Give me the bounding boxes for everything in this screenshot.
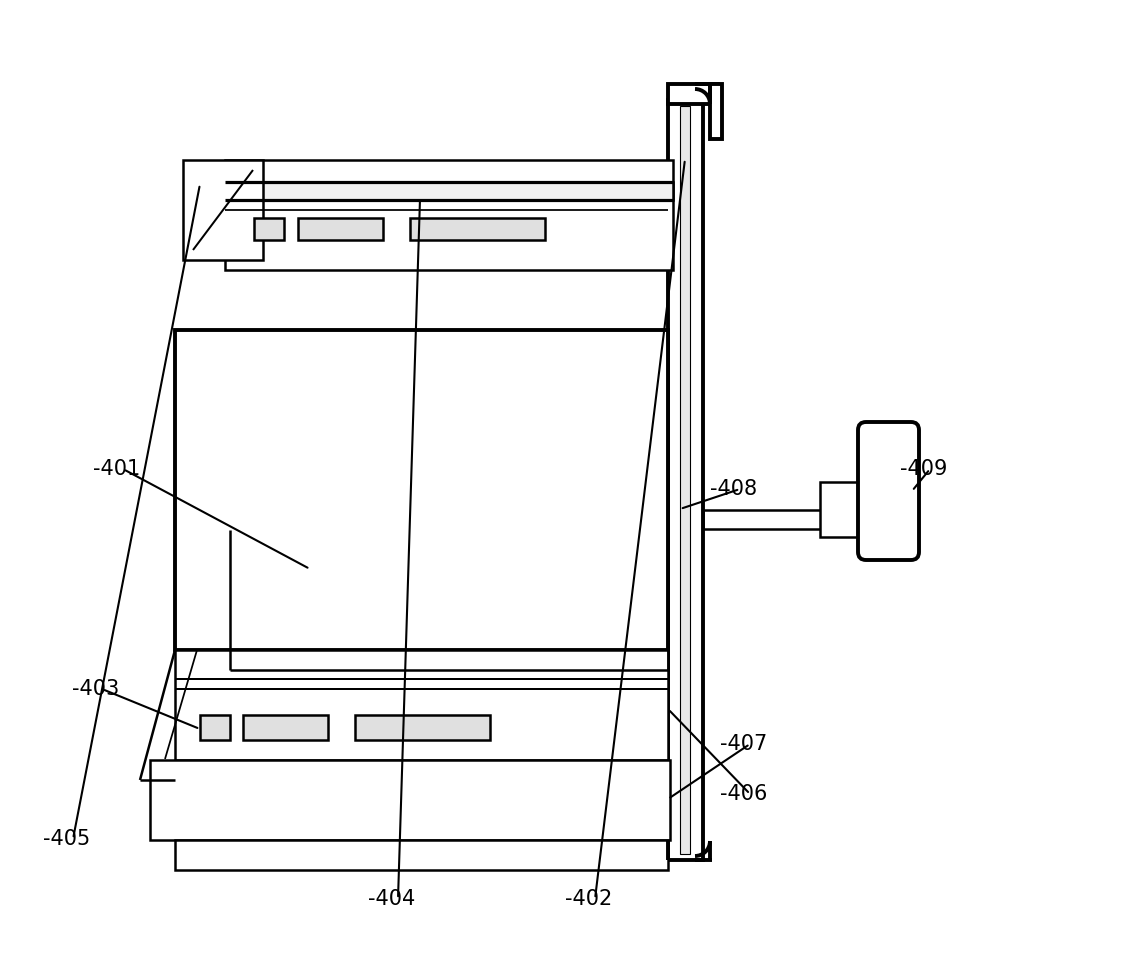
- Bar: [410, 218, 545, 240]
- Text: -409: -409: [900, 459, 947, 479]
- Text: -401: -401: [93, 459, 141, 479]
- FancyBboxPatch shape: [858, 422, 919, 560]
- Text: -405: -405: [43, 829, 90, 849]
- Bar: [297, 218, 383, 240]
- Bar: [355, 715, 490, 740]
- Text: -404: -404: [368, 889, 415, 909]
- Bar: [175, 330, 668, 650]
- Text: -403: -403: [72, 679, 119, 699]
- Text: -407: -407: [720, 734, 768, 754]
- Bar: [254, 218, 284, 240]
- Text: -402: -402: [565, 889, 612, 909]
- Bar: [680, 106, 690, 854]
- Bar: [175, 650, 668, 760]
- Bar: [230, 530, 668, 670]
- Bar: [200, 715, 230, 740]
- Bar: [243, 715, 328, 740]
- Text: -408: -408: [710, 479, 757, 499]
- Bar: [225, 182, 673, 200]
- Bar: [668, 84, 718, 104]
- Bar: [710, 84, 722, 139]
- Bar: [150, 760, 670, 840]
- Bar: [820, 482, 861, 537]
- Bar: [183, 160, 263, 260]
- Text: -406: -406: [720, 784, 768, 804]
- Bar: [668, 100, 704, 860]
- Bar: [175, 840, 668, 870]
- Bar: [225, 160, 673, 270]
